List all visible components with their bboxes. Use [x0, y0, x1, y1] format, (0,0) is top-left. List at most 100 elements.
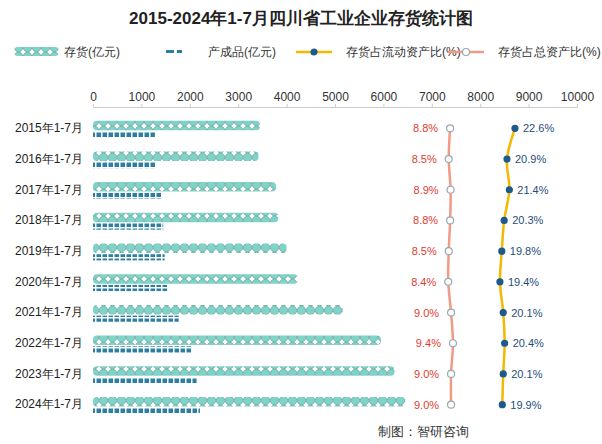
y-tick: 2019年1-7月 [15, 244, 93, 258]
data-label: 8.4% [411, 276, 436, 288]
data-label: 8.5% [412, 153, 437, 165]
data-label: 8.5% [412, 245, 437, 257]
data-label: 19.9% [510, 399, 541, 411]
marker [500, 310, 506, 316]
x-tick-mark [480, 104, 481, 107]
x-axis-line [94, 104, 578, 108]
x-tick-mark [141, 104, 142, 107]
legend-label: 存货占流动资产比(%) [346, 45, 461, 59]
bar [93, 121, 260, 131]
bar [93, 336, 381, 346]
marker [501, 217, 507, 223]
data-label: 20.1% [511, 368, 542, 380]
marker [502, 340, 508, 346]
legend-swatch [14, 47, 59, 56]
legend-item: 存货占流动资产比(%) [296, 45, 461, 59]
x-tick: 4000 [274, 90, 301, 107]
y-tick-label: 2024年1-7月 [15, 397, 83, 411]
x-tick-label: 5000 [322, 90, 349, 104]
legend-swatch [311, 49, 317, 55]
bar [93, 182, 276, 192]
legend-label: 存货(亿元) [64, 45, 120, 59]
legend-item: 存货占总资产比(%) [448, 45, 601, 59]
plot-marks [93, 121, 518, 414]
x-tick-label: 7000 [419, 90, 446, 104]
x-tick-mark [93, 104, 94, 107]
marker [497, 279, 503, 285]
data-label: 9.4% [416, 337, 441, 349]
bar [93, 131, 155, 137]
x-tick: 2000 [177, 90, 204, 107]
chart: 2015-2024年1-7月四川省工业企业存货统计图01000200030004… [0, 0, 602, 444]
marker [447, 217, 454, 224]
line [448, 128, 453, 404]
x-tick: 0 [90, 90, 97, 107]
legend-label: 产成品(亿元) [208, 45, 276, 59]
annotation: 制图：智研咨询 [378, 424, 469, 439]
marker [448, 401, 455, 408]
marker [448, 309, 455, 316]
y-tick: 2022年1-7月 [15, 336, 93, 350]
x-tick: 10000 [561, 90, 595, 107]
y-tick-label: 2016年1-7月 [15, 152, 83, 166]
bar [93, 366, 395, 376]
x-tick-label: 1000 [129, 90, 156, 104]
marker [499, 248, 505, 254]
x-axis: 0 1000 2000 3000 4000 5000 6000 7000 8000 9000 100… [90, 90, 594, 108]
bar [93, 346, 192, 352]
line [500, 128, 515, 404]
x-tick-label: 2000 [177, 90, 204, 104]
data-label: 9.0% [414, 399, 439, 411]
marker [447, 186, 454, 193]
x-tick-mark [238, 104, 239, 107]
bar [93, 274, 298, 284]
x-tick-label: 6000 [371, 90, 398, 104]
x-tick: 9000 [516, 90, 543, 107]
legend: 存货(亿元) 产成品(亿元) 存货占流动资产比(%)存货占总资产比(%) [14, 45, 601, 59]
y-axis-line [93, 114, 94, 421]
marker [499, 402, 505, 408]
marker [445, 156, 452, 163]
data-label: 20.9% [515, 153, 546, 165]
bar [93, 243, 287, 253]
y-tick-label: 2017年1-7月 [15, 183, 83, 197]
data-label: 9.0% [414, 368, 439, 380]
bar [93, 224, 163, 230]
data-label: 8.8% [413, 122, 438, 134]
data-label: 20.3% [512, 214, 543, 226]
marker [500, 371, 506, 377]
x-tick-label: 8000 [467, 90, 494, 104]
y-tick-label: 2021年1-7月 [15, 305, 83, 319]
x-tick: 1000 [129, 90, 156, 107]
x-tick: 8000 [467, 90, 494, 107]
x-tick: 3000 [225, 90, 252, 107]
data-label: 8.8% [413, 214, 438, 226]
y-tick: 2024年1-7月 [15, 397, 93, 411]
data-label: 21.4% [517, 184, 548, 196]
data-label: 9.0% [414, 307, 439, 319]
y-tick: 2023年1-7月 [15, 367, 93, 381]
y-tick-label: 2018年1-7月 [15, 213, 83, 227]
marker [445, 248, 452, 255]
x-tick-label: 0 [90, 90, 97, 104]
marker [449, 340, 456, 347]
x-tick-mark [577, 104, 578, 107]
marker [445, 278, 452, 285]
data-label: 20.4% [513, 337, 544, 349]
bar [93, 316, 179, 322]
bar [93, 377, 197, 383]
y-tick-label: 2015年1-7月 [15, 121, 83, 135]
y-tick: 2016年1-7月 [15, 152, 93, 166]
marker [506, 187, 512, 193]
bar [93, 193, 162, 199]
y-tick: 2015年1-7月 [15, 121, 93, 135]
y-tick-label: 2020年1-7月 [15, 275, 83, 289]
y-tick: 2021年1-7月 [15, 305, 93, 319]
data-label: 8.9% [414, 184, 439, 196]
x-tick-label: 3000 [225, 90, 252, 104]
x-tick-mark [335, 104, 336, 107]
data-label: 20.1% [511, 307, 542, 319]
y-tick: 2020年1-7月 [15, 275, 93, 289]
bar [93, 213, 278, 223]
marker [512, 125, 518, 131]
